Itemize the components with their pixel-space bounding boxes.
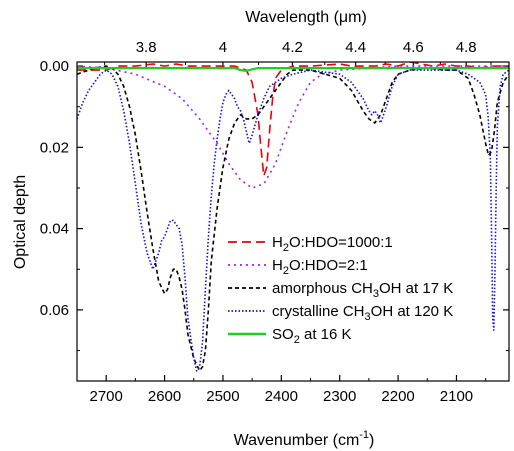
series-line-so2-at-16-k	[77, 67, 509, 72]
series-layer	[77, 62, 509, 372]
y-axis-ticks: 0.00 0.02 0.04 0.06	[40, 58, 509, 352]
top-tick-label: 4.4	[345, 39, 366, 56]
legend-label: crystalline CH3OH at 120 K	[272, 303, 453, 323]
x-tick-label: 2500	[206, 388, 239, 405]
y-tick-label: 0.00	[40, 58, 69, 75]
x-tick-label: 2100	[440, 388, 473, 405]
legend: H2O:HDO=1000:1 H2O:HDO=2:1 amorphous CH3OH…	[228, 234, 453, 346]
top-tick-label: 3.8	[136, 39, 157, 56]
x-tick-label: 2200	[381, 388, 414, 405]
x-tick-label: 2600	[148, 388, 181, 405]
top-tick-label: 4.2	[282, 39, 303, 56]
y-tick-label: 0.02	[40, 139, 69, 156]
legend-label: H2O:HDO=2:1	[272, 257, 368, 277]
top-axis-title: Wavelength (μm)	[245, 9, 367, 26]
top-tick-label: 4	[219, 39, 227, 56]
legend-label: SO2 at 16 K	[272, 326, 352, 346]
legend-label: H2O:HDO=1000:1	[272, 234, 393, 254]
top-tick-label: 4.8	[456, 39, 477, 56]
x-axis-title: Wavenumber (cm-1)	[234, 429, 375, 449]
bottom-axis-ticks: 2700 2600 2500 2400 2300 2200 2100	[76, 375, 487, 405]
series-line-crystalline-ch3oh-at-120-k	[77, 69, 509, 372]
plot-frame	[76, 61, 510, 382]
x-tick-label: 2700	[90, 388, 123, 405]
y-tick-label: 0.06	[40, 302, 69, 319]
y-tick-label: 0.04	[40, 221, 69, 238]
x-tick-label: 2300	[323, 388, 356, 405]
legend-label: amorphous CH3OH at 17 K	[272, 280, 453, 300]
series-line-h2o-hdo-1000-1	[77, 62, 509, 177]
y-axis-title: Optical depth	[12, 175, 29, 269]
x-tick-label: 2400	[265, 388, 298, 405]
series-line-h2o-hdo-2-1	[77, 65, 509, 189]
top-tick-label: 4.6	[403, 39, 424, 56]
